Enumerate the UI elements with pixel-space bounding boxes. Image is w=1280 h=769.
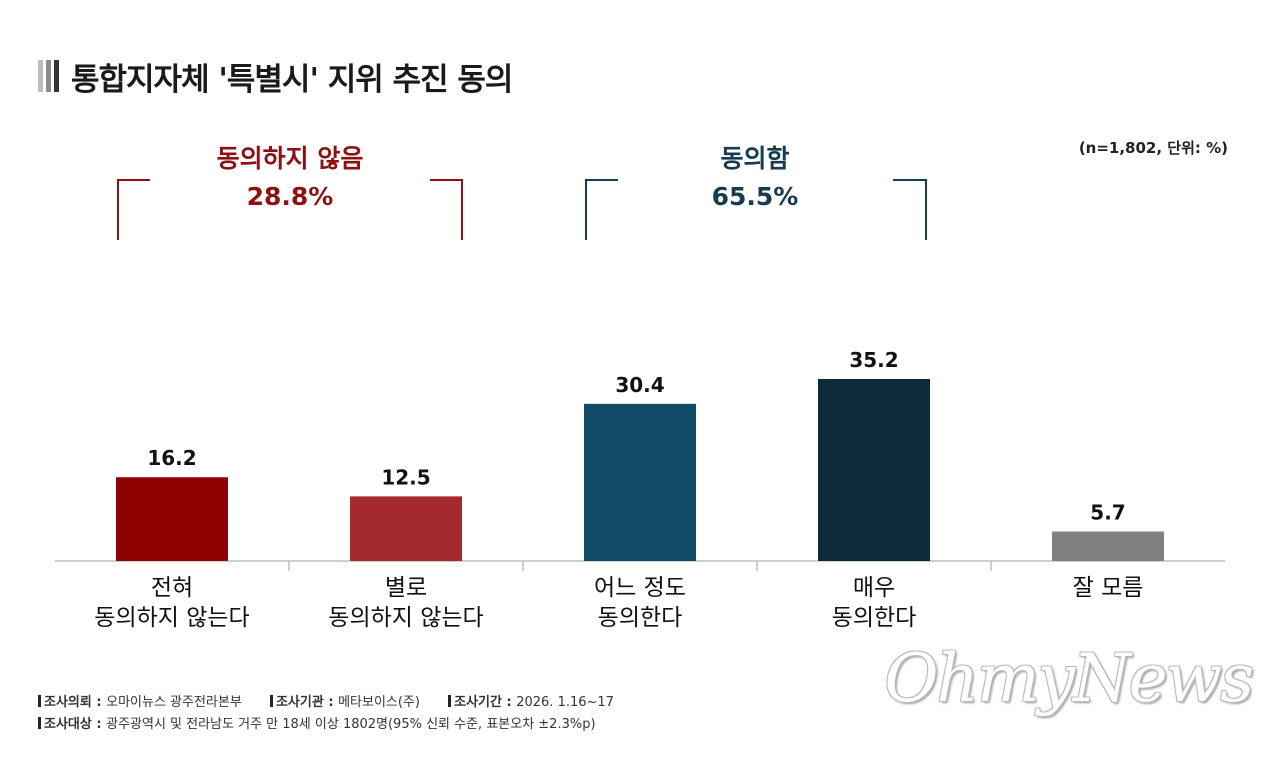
- bar-1: [350, 496, 462, 561]
- value-label-4: 5.7: [1090, 501, 1125, 525]
- group-disagree-label: 동의하지 않음: [216, 144, 364, 173]
- sample-unit-note: (n=1,802, 단위: %): [1078, 139, 1228, 157]
- title-marker-icon: [38, 60, 59, 92]
- footer-line-1: 조사의뢰 : 오마이뉴스 광주전라본부 조사기관 : 메타보이스(주) 조사기간…: [38, 691, 638, 710]
- bracket-agree: [585, 179, 927, 240]
- group-agree-value: 65.5%: [711, 182, 799, 211]
- category-label-0: 전혀 동의하지 않는다: [94, 575, 249, 631]
- category-label-1: 별로 동의하지 않는다: [328, 575, 483, 631]
- group-disagree-value: 28.8%: [246, 182, 334, 211]
- agency-label: 조사기관: [275, 695, 324, 710]
- client-label: 조사의뢰: [44, 695, 92, 710]
- value-label-0: 16.2: [147, 446, 196, 470]
- period-label: 조사기간: [454, 695, 502, 710]
- bar-2: [584, 403, 696, 561]
- value-label-3: 35.2: [849, 348, 898, 372]
- bar-3: [818, 379, 930, 561]
- group-agree: 동의함 65.5%: [605, 140, 905, 216]
- target-value: 광주광역시 및 전라남도 거주 만 18세 이상 1802명(95% 신뢰 수준…: [106, 717, 596, 732]
- value-label-2: 30.4: [615, 373, 664, 397]
- category-label-4: 잘 모름: [1073, 575, 1144, 601]
- category-label-2: 어느 정도 동의한다: [594, 575, 686, 631]
- group-disagree: 동의하지 않음 28.8%: [140, 140, 440, 216]
- client-value: 오마이뉴스 광주전라본부: [106, 695, 242, 710]
- footer-line-2: 조사대상 : 광주광역시 및 전라남도 거주 만 18세 이상 1802명(95…: [38, 713, 596, 732]
- bar-4: [1052, 531, 1164, 561]
- value-label-1: 12.5: [381, 465, 430, 489]
- title-area: 통합지자체 '특별시' 지위 추진 동의: [38, 56, 513, 98]
- agency-value: 메타보이스(주): [338, 695, 420, 710]
- bar-0: [116, 477, 228, 561]
- group-agree-label: 동의함: [720, 144, 790, 173]
- ohmynews-watermark: OhmyNews: [884, 640, 1254, 717]
- chart-title: 통합지자체 '특별시' 지위 추진 동의: [71, 61, 513, 98]
- target-label: 조사대상: [44, 717, 92, 732]
- period-value: 2026. 1.16~17: [516, 695, 614, 710]
- bracket-disagree: [117, 179, 463, 240]
- category-label-3: 매우 동의한다: [832, 575, 917, 631]
